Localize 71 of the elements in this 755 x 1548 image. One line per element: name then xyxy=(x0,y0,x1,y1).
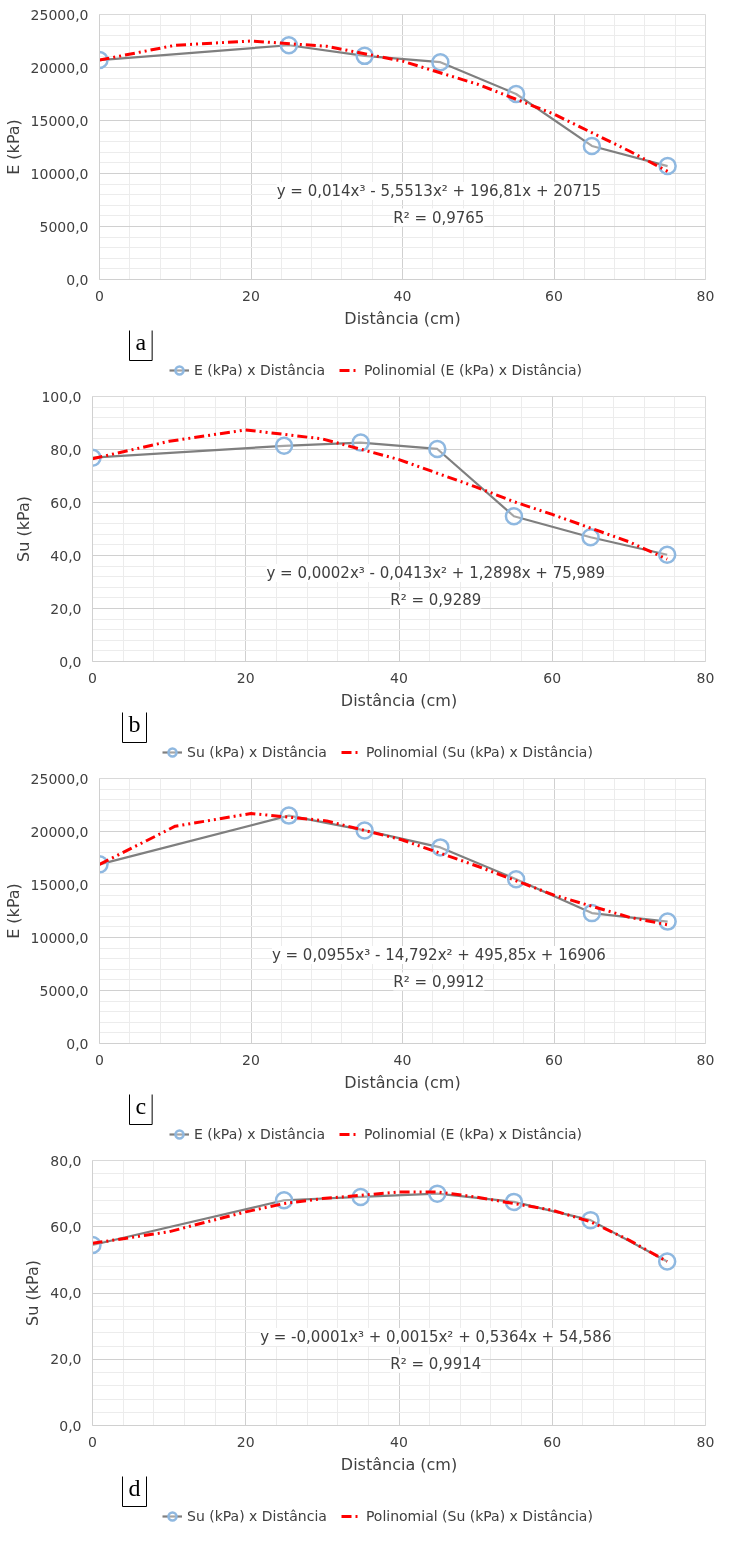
x-tick-label: 40 xyxy=(393,1051,412,1068)
x-tick-label: 40 xyxy=(390,1433,408,1450)
y-tick-label: 10000,0 xyxy=(30,165,89,182)
x-tick-label: 60 xyxy=(543,1433,562,1450)
annotation: R² = 0,9912 xyxy=(393,972,485,991)
y-tick-label: 0,0 xyxy=(59,1417,82,1434)
y-tick-label: 0,0 xyxy=(66,1035,89,1052)
x-axis-title: Distância (cm) xyxy=(344,1072,461,1092)
y-tick-label: 100,0 xyxy=(41,388,82,405)
x-tick-label: 0 xyxy=(95,1051,104,1068)
x-tick-label: 80 xyxy=(696,1433,715,1450)
x-tick-label: 80 xyxy=(696,669,715,686)
x-tick-label: 0 xyxy=(88,1433,97,1450)
y-tick-label: 0,0 xyxy=(59,653,82,670)
y-tick-label: 60,0 xyxy=(50,1218,82,1235)
legend-label: E (kPa) x Distância xyxy=(194,362,325,378)
x-tick-label: 0 xyxy=(95,287,104,304)
y-tick-label: 0,0 xyxy=(66,271,89,288)
annotation: R² = 0,9289 xyxy=(390,590,482,609)
y-tick-label: 5000,0 xyxy=(39,982,89,999)
x-tick-label: 60 xyxy=(545,1051,563,1068)
y-tick-label: 20000,0 xyxy=(30,59,89,76)
annotation: R² = 0,9914 xyxy=(390,1354,482,1373)
y-tick-label: 15000,0 xyxy=(30,876,89,893)
annotation: y = 0,0955x³ - 14,792x² + 495,85x + 16906 xyxy=(271,946,606,964)
x-tick-label: 40 xyxy=(393,287,412,304)
x-tick-label: 80 xyxy=(696,1051,715,1068)
y-tick-label: 80,0 xyxy=(50,441,82,458)
x-tick-label: 20 xyxy=(236,669,255,686)
y-tick-label: 40,0 xyxy=(50,547,82,564)
legend-label: E (kPa) x Distância xyxy=(194,1126,325,1142)
x-tick-label: 0 xyxy=(88,669,97,686)
text: d xyxy=(128,1474,141,1501)
y-tick-label: 5000,0 xyxy=(39,218,89,235)
legend-label: Polinomial (E (kPa) x Distância) xyxy=(363,1126,583,1142)
y-tick-label: 80,0 xyxy=(50,1152,82,1169)
y-tick-label: 40,0 xyxy=(50,1285,82,1301)
y-tick-label: 20000,0 xyxy=(30,823,89,840)
y-axis-title: E (kPa) xyxy=(3,119,23,175)
legend-label: Su (kPa) x Distância xyxy=(187,744,327,760)
x-axis-title: Distância (cm) xyxy=(344,308,461,328)
annotation: y = -0,0001x³ + 0,0015x² + 0,5364x + 54,586 xyxy=(260,1328,612,1346)
y-axis-title: Su (kPa) xyxy=(23,1260,43,1326)
y-tick-label: 10000,0 xyxy=(30,929,89,946)
legend-label: Polinomial (E (kPa) x Distância) xyxy=(363,362,583,378)
text: b xyxy=(128,710,141,737)
y-tick-label: 60,0 xyxy=(50,494,82,511)
x-axis-title: Distância (cm) xyxy=(340,690,458,710)
y-tick-label: 20,0 xyxy=(50,1351,82,1368)
text: a xyxy=(135,328,147,355)
annotation: y = 0,0002x³ - 0,0413x² + 1,2898x + 75,989 xyxy=(266,564,606,582)
x-tick-label: 20 xyxy=(242,1051,260,1068)
y-tick-label: 25000,0 xyxy=(30,6,89,23)
x-tick-label: 60 xyxy=(545,287,563,304)
y-tick-label: 20,0 xyxy=(50,600,82,617)
y-tick-label: 15000,0 xyxy=(30,112,89,129)
text: c xyxy=(135,1092,147,1119)
legend-label: Polinomial (Su (kPa) x Distância) xyxy=(365,744,593,760)
x-tick-label: 20 xyxy=(236,1433,255,1450)
legend-label: Su (kPa) x Distância xyxy=(187,1508,327,1524)
x-tick-label: 80 xyxy=(696,287,715,304)
y-tick-label: 25000,0 xyxy=(30,770,89,787)
y-axis-title: E (kPa) xyxy=(3,883,23,939)
annotation: y = 0,014x³ - 5,5513x² + 196,81x + 20715 xyxy=(276,182,602,200)
annotation: R² = 0,9765 xyxy=(393,208,485,227)
x-axis-title: Distância (cm) xyxy=(340,1454,458,1474)
legend-label: Polinomial (Su (kPa) x Distância) xyxy=(365,1508,593,1524)
x-tick-label: 40 xyxy=(390,669,408,686)
x-tick-label: 60 xyxy=(543,669,562,686)
y-axis-title: Su (kPa) xyxy=(14,496,34,562)
x-tick-label: 20 xyxy=(242,287,260,304)
